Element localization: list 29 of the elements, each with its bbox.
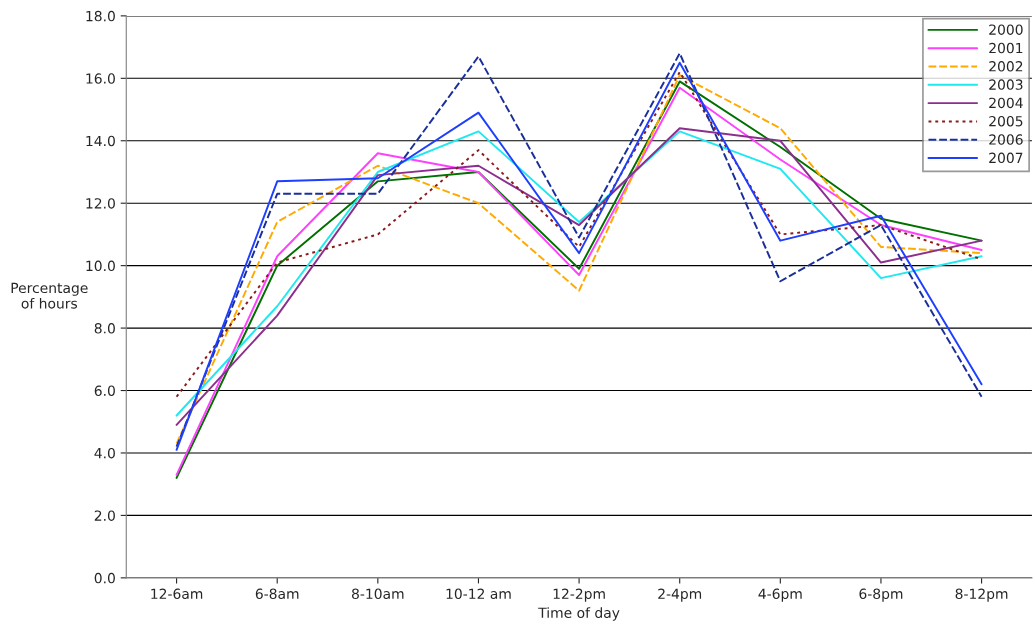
legend-label: 2004 xyxy=(989,97,1023,109)
legend-label: 2002 xyxy=(989,61,1023,72)
legend-label: 2003 xyxy=(989,79,1023,90)
x-axis-title: Time of day xyxy=(538,607,620,621)
y-tick-label: 2.0 xyxy=(94,510,115,521)
x-tick-label: 10-12 am xyxy=(446,588,511,600)
y-tick-label: 8.0 xyxy=(94,323,115,334)
x-tick-label: 6-8am xyxy=(255,588,299,600)
y-tick-label: 12.0 xyxy=(86,198,115,209)
legend-label: 2001 xyxy=(989,42,1023,54)
y-tick-label: 14.0 xyxy=(86,135,115,147)
y-tick-label: 0.0 xyxy=(94,572,115,584)
y-tick-label: 6.0 xyxy=(94,385,115,396)
x-tick-label: 8-12pm xyxy=(955,588,1008,602)
y-tick-label: 18.0 xyxy=(86,10,115,22)
x-tick-label: 6-8pm xyxy=(859,588,903,602)
x-tick-label: 12-6am xyxy=(151,588,203,600)
y-tick-label: 4.0 xyxy=(94,447,115,459)
x-tick-label: 8-10am xyxy=(351,588,404,600)
x-tick-label: 2-4pm xyxy=(658,588,702,602)
legend-label: 2000 xyxy=(989,24,1023,35)
y-tick-label: 16.0 xyxy=(86,73,115,84)
legend-label: 2007 xyxy=(989,152,1023,164)
legend-label: 2005 xyxy=(989,115,1023,127)
y-tick-label: 10.0 xyxy=(86,260,115,272)
x-tick-label: 4-6pm xyxy=(758,588,802,602)
legend-label: 2006 xyxy=(989,134,1023,145)
x-tick-label: 12-2pm xyxy=(553,588,605,602)
y-axis-title: Percentage of hours xyxy=(11,282,88,309)
